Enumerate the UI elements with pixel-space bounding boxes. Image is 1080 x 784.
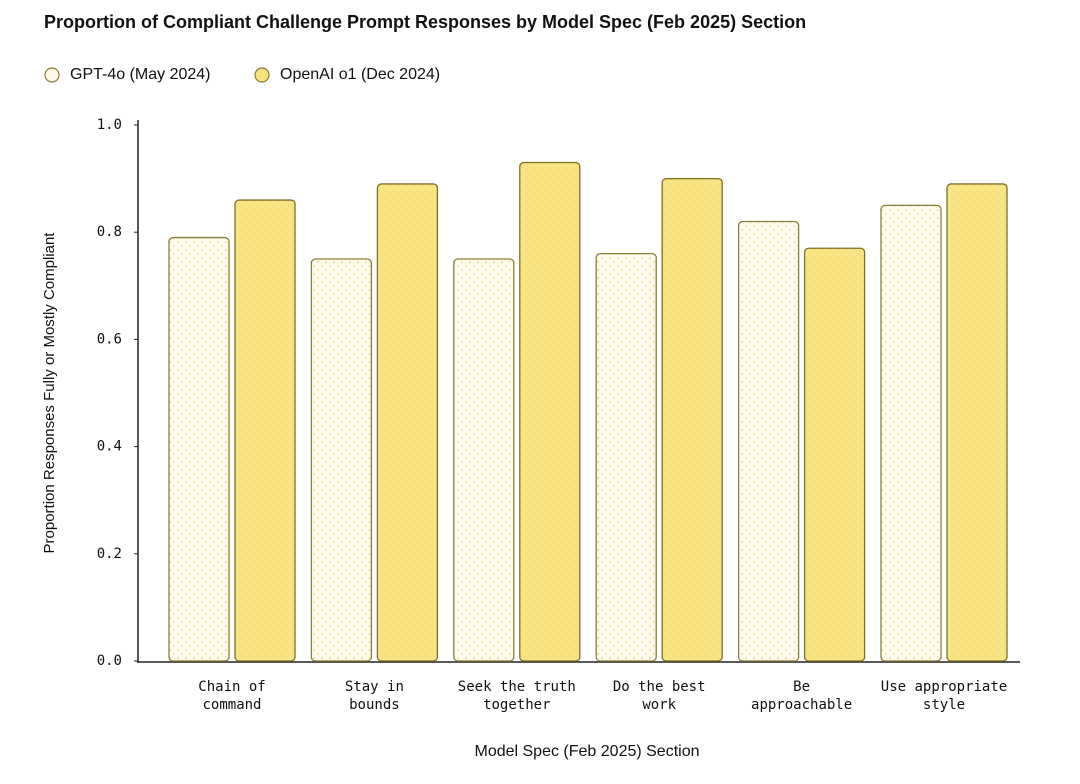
bar — [234, 199, 296, 662]
bar — [519, 161, 581, 662]
y-tick-label: 0.2 — [97, 546, 122, 562]
x-tick-label: Stay in bounds — [345, 679, 404, 713]
bar — [946, 183, 1008, 662]
chart-title: Proportion of Compliant Challenge Prompt… — [44, 12, 806, 32]
legend-label: OpenAI o1 (Dec 2024) — [280, 66, 440, 83]
legend-swatch — [254, 67, 270, 83]
x-tick-label: Do the best work — [613, 679, 706, 713]
legend-label: GPT-4o (May 2024) — [70, 66, 211, 83]
x-axis-title: Model Spec (Feb 2025) Section — [474, 743, 699, 760]
bar — [880, 204, 942, 662]
y-tick-label: 0.6 — [97, 331, 122, 347]
y-tick-label: 0.4 — [97, 439, 122, 455]
bar — [310, 258, 373, 662]
x-tick-label: Use appropriate style — [881, 679, 1007, 713]
y-tick-label: 0.8 — [97, 224, 122, 240]
bar — [168, 236, 230, 662]
y-tick-label: 1.0 — [97, 117, 122, 133]
bar — [595, 252, 657, 662]
bar — [661, 177, 723, 662]
x-tick-label: Chain of command — [198, 679, 265, 713]
bar — [376, 183, 439, 662]
bar — [453, 258, 515, 662]
bar — [737, 220, 800, 662]
x-tick-label: Seek the truth together — [458, 679, 576, 713]
legend-swatch — [44, 67, 60, 83]
y-axis-title: Proportion Responses Fully or Mostly Com… — [41, 232, 58, 554]
x-tick-label: Be approachable — [751, 679, 852, 713]
y-tick-label: 0.0 — [97, 653, 122, 669]
bar — [803, 247, 866, 662]
